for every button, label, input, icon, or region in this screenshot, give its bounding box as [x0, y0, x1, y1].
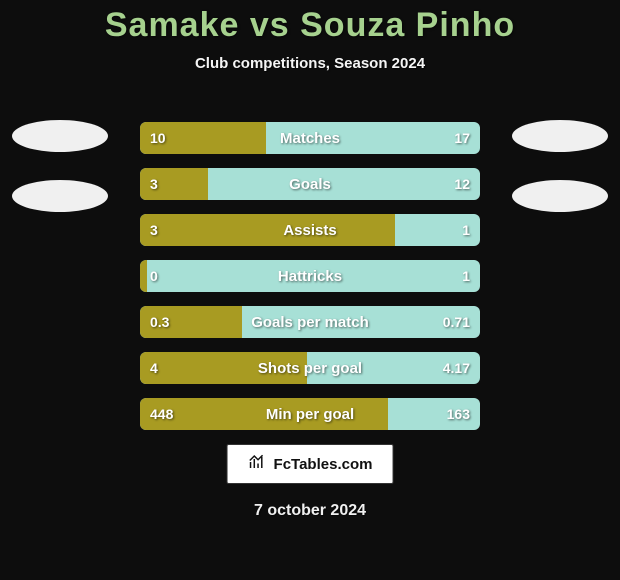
left-player-badges [12, 120, 108, 212]
stat-row: Assists3 1 [140, 214, 480, 246]
stat-value-left: 3 [150, 222, 158, 238]
stat-value-right: 4.17 [443, 360, 470, 376]
comparison-subtitle: Club competitions, Season 2024 [0, 55, 620, 72]
stat-value-left: 10 [150, 130, 166, 146]
chart-bar-icon [248, 453, 266, 475]
stat-value-left: 0.3 [150, 314, 169, 330]
stat-value-right: 17 [454, 130, 470, 146]
stat-value-left: 4 [150, 360, 158, 376]
player-badge-placeholder [12, 180, 108, 212]
stat-name: Matches [140, 130, 480, 147]
stat-row: Hattricks0 1 [140, 260, 480, 292]
stat-row: Goals per match0.3 0.71 [140, 306, 480, 338]
stat-name: Goals per match [140, 314, 480, 331]
right-player-badges [512, 120, 608, 212]
player-badge-placeholder [512, 180, 608, 212]
stat-value-right: 12 [454, 176, 470, 192]
player-badge-placeholder [512, 120, 608, 152]
stat-value-right: 1 [462, 268, 470, 284]
stat-name: Shots per goal [140, 360, 480, 377]
stat-value-left: 3 [150, 176, 158, 192]
stat-value-right: 1 [462, 222, 470, 238]
stat-name: Hattricks [140, 268, 480, 285]
stat-value-left: 0 [150, 268, 158, 284]
stat-value-left: 448 [150, 406, 173, 422]
stat-row: Shots per goal4 4.17 [140, 352, 480, 384]
stat-value-right: 0.71 [443, 314, 470, 330]
brand-badge: FcTables.com [227, 444, 394, 484]
stat-name: Assists [140, 222, 480, 239]
brand-text: FcTables.com [274, 456, 373, 473]
comparison-title: Samake vs Souza Pinho [0, 0, 620, 45]
footer-date: 7 october 2024 [0, 502, 620, 520]
stat-bars: Matches1017Goals312Assists31Hattricks01G… [140, 122, 480, 430]
stat-value-right: 163 [447, 406, 470, 422]
stat-row: Matches10 17 [140, 122, 480, 154]
stat-name: Goals [140, 176, 480, 193]
stat-row: Min per goal448 163 [140, 398, 480, 430]
stat-name: Min per goal [140, 406, 480, 423]
player-badge-placeholder [12, 120, 108, 152]
stat-row: Goals3 12 [140, 168, 480, 200]
